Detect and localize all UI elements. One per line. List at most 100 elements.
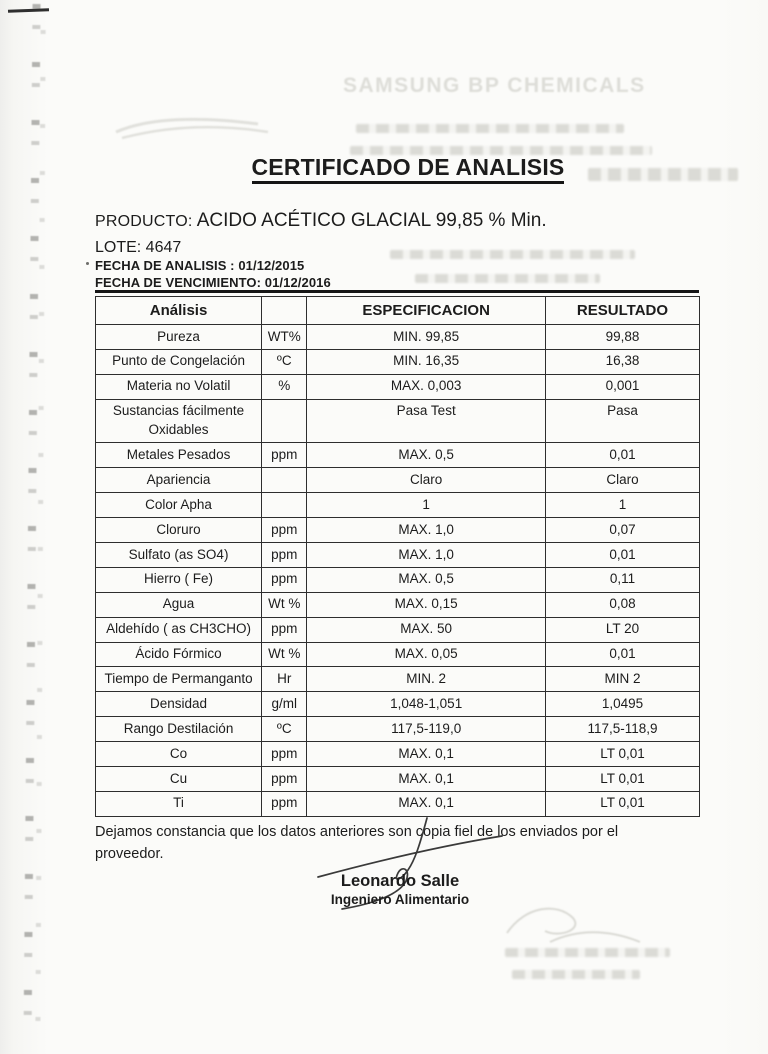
cell-especificacion: MAX. 0,1 (306, 766, 546, 792)
cell-especificacion: Pasa Test (306, 398, 546, 444)
cell-unit: ppm (261, 566, 308, 593)
cell-unit: ppm (261, 542, 308, 568)
document-title: CERTIFICADO DE ANALISIS (0, 154, 768, 184)
cell-unit: ppm (261, 741, 308, 768)
ghost-stamp-artifact (115, 117, 269, 140)
cell-resultado: 117,5-118,9 (544, 716, 701, 743)
cell-unit: ppm (261, 616, 308, 643)
scan-corner-line-artifact (7, 8, 50, 13)
cell-unit (261, 492, 308, 519)
signer-title: Ingeniero Alimentario (330, 892, 470, 907)
stray-mark-artifact (86, 262, 89, 265)
table-row: Sustancias fácilmente Oxidables Pasa Test… (94, 398, 701, 444)
analysis-date-line: FECHA DE ANALISIS : 01/12/2015 (95, 258, 305, 273)
cell-especificacion: 1,048-1,051 (306, 691, 546, 718)
cell-resultado: 0,001 (544, 373, 701, 400)
ghost-text-artifact (390, 250, 635, 259)
table-row: Ti ppm MAX. 0,1 LT 0,01 (94, 790, 701, 817)
watermark-text: SAMSUNG BP CHEMICALS (343, 74, 646, 97)
table-row: Densidad g/ml 1,048-1,051 1,0495 (94, 691, 701, 718)
cell-analisis: Punto de Congelación (94, 348, 263, 375)
cell-resultado: Claro (544, 467, 701, 494)
cell-unit: ppm (261, 517, 308, 544)
cell-resultado: LT 0,01 (544, 766, 701, 792)
lot-line: LOTE: 4647 (95, 239, 182, 256)
cell-especificacion: MIN. 2 (306, 666, 546, 693)
cell-resultado: Pasa (544, 398, 701, 444)
cell-especificacion: Claro (306, 467, 546, 494)
ghost-signature-artifact (506, 907, 641, 943)
cell-especificacion: MAX. 0,15 (306, 591, 546, 618)
cell-especificacion: MIN. 99,85 (306, 324, 546, 350)
cell-analisis: Sustancias fácilmente Oxidables (94, 398, 263, 444)
table-top-rule (95, 290, 699, 293)
cell-resultado: LT 0,01 (544, 790, 701, 817)
cell-analisis: Tiempo de Permanganto (94, 666, 263, 693)
footer-note: Dejamos constancia que los datos anterio… (95, 824, 619, 862)
cell-unit: Wt % (261, 641, 308, 668)
table-row: Color Apha 1 1 (94, 492, 701, 519)
cell-especificacion: MIN. 16,35 (306, 348, 546, 375)
ghost-text-artifact (505, 948, 670, 957)
cell-resultado: MIN 2 (544, 666, 701, 693)
cell-analisis: Rango Destilación (94, 716, 263, 743)
table-row: Hierro ( Fe) ppm MAX. 0,5 0,11 (94, 566, 701, 593)
column-header-analisis: Análisis (94, 296, 263, 325)
cell-especificacion: MAX. 0,05 (306, 641, 546, 668)
cell-unit (261, 398, 308, 444)
cell-analisis: Densidad (94, 691, 263, 718)
cell-unit: g/ml (261, 691, 308, 718)
cell-analisis: Sulfato (as SO4) (94, 542, 263, 568)
table-row: Materia no Volatil% MAX. 0,003 0,001 (94, 373, 701, 400)
cell-analisis: Metales Pesados (94, 442, 263, 469)
column-header-resultado: RESULTADO (544, 296, 701, 325)
signer-name: Leonardo Salle (340, 872, 460, 890)
cell-especificacion: MAX. 0,1 (306, 741, 546, 768)
cell-unit: ºC (261, 716, 308, 743)
signature-block: Leonardo Salle Ingeniero Alimentario (95, 872, 705, 907)
cell-analisis: Apariencia (94, 467, 263, 494)
cell-resultado: 16,38 (544, 348, 701, 375)
cell-resultado: 0,11 (544, 566, 701, 593)
ghost-text-artifact (350, 146, 652, 155)
cell-resultado: 99,88 (544, 324, 701, 350)
cell-unit: ppm (261, 790, 308, 817)
cell-especificacion: MAX. 0,1 (306, 790, 546, 817)
cell-analisis: Hierro ( Fe) (94, 566, 263, 593)
table-row: Metales Pesados ppm MAX. 0,5 0,01 (94, 442, 701, 469)
table-row: Co ppm MAX. 0,1 LT 0,01 (94, 741, 701, 768)
cell-unit: ppm (261, 442, 308, 469)
cell-especificacion: MAX. 1,0 (306, 542, 546, 568)
table-row: Sulfato (as SO4) ppm MAX. 1,0 0,01 (94, 542, 701, 568)
cell-resultado: 0,07 (544, 517, 701, 544)
column-header-unit (261, 296, 308, 325)
cell-analisis: Color Apha (94, 492, 263, 519)
cell-resultado: LT 20 (544, 616, 701, 643)
table-row: Cu ppm MAX. 0,1 LT 0,01 (94, 766, 701, 792)
cell-unit: % (261, 373, 308, 400)
cell-unit: ºC (261, 348, 308, 375)
table-row: Punto de Congelación ºC MIN. 16,35 16,38 (94, 348, 701, 375)
cell-resultado: 0,01 (544, 442, 701, 469)
table-row: Ácido Fórmico Wt % MAX. 0,05 0,01 (94, 641, 701, 668)
table-row: Rango Destilación ºC 117,5-119,0 117,5-118,… (94, 716, 701, 743)
signature-ink (317, 817, 503, 910)
cell-especificacion: MAX. 1,0 (306, 517, 546, 544)
product-value: ACIDO ACÉTICO GLACIAL 99,85 % Min. (196, 210, 547, 231)
cell-analisis: Agua (94, 591, 263, 618)
cell-especificacion: MAX. 0,5 (306, 566, 546, 593)
cell-analisis: Aldehído ( as CH3CHO) (94, 616, 263, 643)
table-row: Aldehído ( as CH3CHO) ppm MAX. 50 LT 20 (94, 616, 701, 643)
column-header-especificacion: ESPECIFICACION (306, 296, 546, 325)
cell-analisis: Cu (94, 766, 263, 792)
table-row: Agua Wt % MAX. 0,15 0,08 (94, 591, 701, 618)
cell-unit: WT% (261, 324, 308, 350)
table-header-row: Análisis ESPECIFICACION RESULTADO (94, 296, 701, 325)
cell-resultado: 1,0495 (544, 691, 701, 718)
cell-resultado: 1 (544, 492, 701, 519)
cell-especificacion: 1 (306, 492, 546, 519)
product-label: PRODUCTO: (95, 213, 193, 230)
cell-especificacion: MAX. 0,5 (306, 442, 546, 469)
table-row: Cloruro ppm MAX. 1,0 0,07 (94, 517, 701, 544)
